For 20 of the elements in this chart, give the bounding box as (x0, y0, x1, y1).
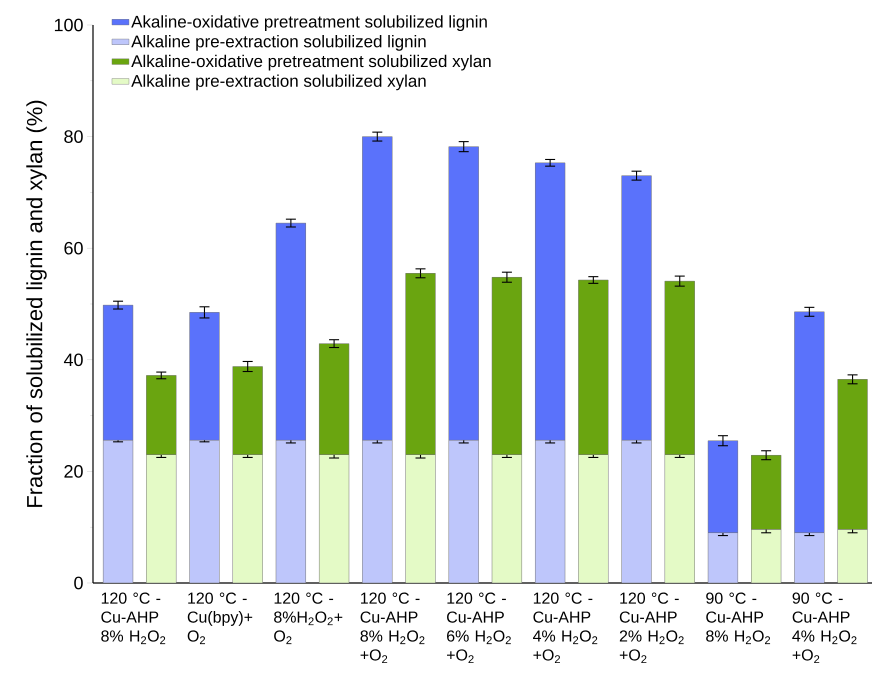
y-tick-label: 20 (64, 465, 83, 478)
y-tick-label: 100 (54, 18, 83, 32)
y-axis-title: Fraction of solubilized lignin and xylan (%) (26, 100, 47, 507)
y-tick-label: 0 (74, 576, 83, 590)
x-tick-label: 120 °C - Cu(bpy)+ O$_{2}$ (188, 592, 252, 644)
category-label: 120 °C - 8%H$_{2}$O$_{2}$+ O$_{2}$ (274, 592, 342, 644)
category-label: 120 °C - Cu-AHP 2% H$_{2}$O$_{2}$ +O$_{2}$ (620, 592, 684, 664)
x-tick-label: 120 °C - Cu-AHP 8% H$_{2}$O$_{2}$ (101, 592, 166, 644)
y-tick-label: 60 (64, 242, 83, 255)
legend-label: Alkaline pre-extraction solubilized xylan (131, 74, 426, 90)
x-tick-label: 90 °C - Cu-AHP 8% H$_{2}$O$_{2}$ (706, 592, 770, 644)
category-label: 120 °C - Cu-AHP 8% H$_{2}$O$_{2}$ +O$_{2}$ (360, 592, 424, 664)
category-label: 120 °C - Cu-AHP 6% H$_{2}$O$_{2}$ +O$_{2}$ (447, 592, 511, 664)
y-tick-label: 80 (64, 130, 83, 143)
legend-label: Alkaline pre-extraction solubilized lignin (131, 34, 426, 51)
legend-label: Akaline-oxidative pretreatment solubilized lignin (131, 15, 487, 32)
legend-label: Alkaline-oxidative pretreatment solubilized xylan (131, 54, 491, 71)
category-label: 120 °C - Cu-AHP 4% H$_{2}$O$_{2}$ +O$_{2}$ (533, 592, 598, 664)
category-label: 90 °C - Cu-AHP 4% H$_{2}$O$_{2}$ +O$_{2}$ (792, 592, 856, 664)
y-tick-label: 40 (64, 353, 83, 366)
